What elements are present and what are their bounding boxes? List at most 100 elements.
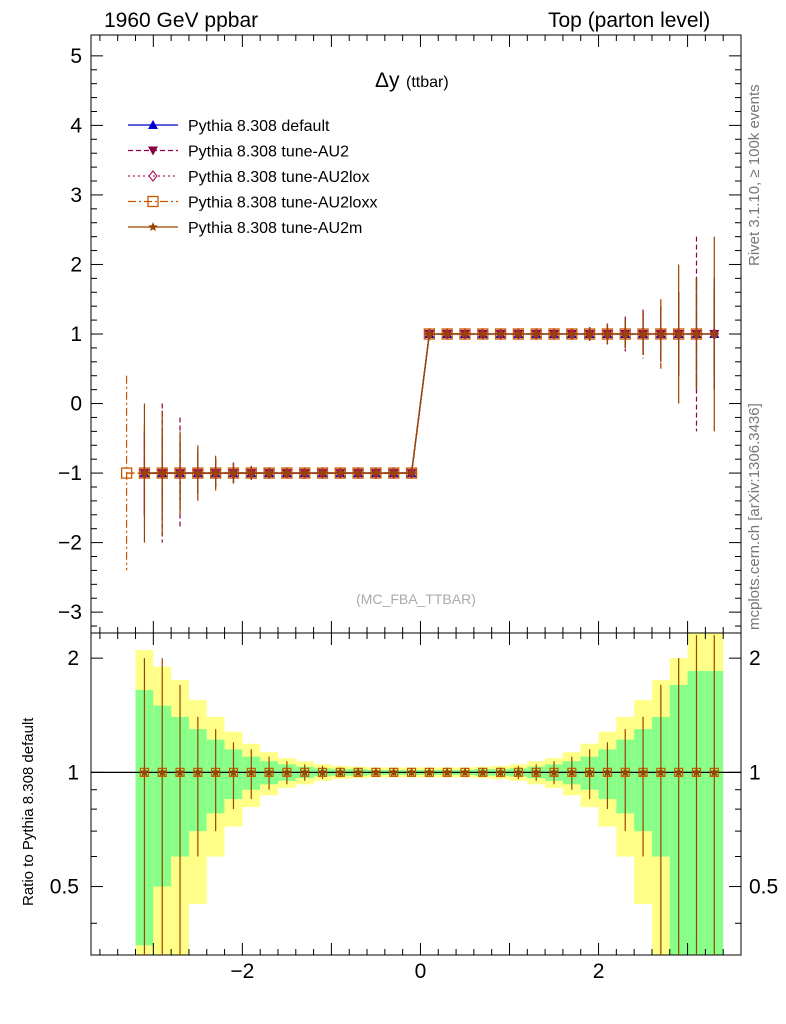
data-point <box>567 329 577 338</box>
header-energy: 1960 GeV ppbar <box>104 9 259 32</box>
data-point <box>656 329 666 338</box>
ratio-point-star <box>264 767 274 777</box>
legend-marker <box>147 195 159 208</box>
series-line <box>144 333 715 474</box>
main-y-tick-label: 3 <box>70 184 82 207</box>
ratio-point-star <box>602 767 613 777</box>
ratio-points <box>139 635 719 955</box>
data-point <box>673 329 684 338</box>
legend-marker <box>148 120 158 129</box>
series-line <box>126 333 697 474</box>
data-point <box>175 468 185 478</box>
ratio-y-tick-label-right: 2 <box>749 647 761 670</box>
series-line <box>144 333 715 474</box>
data-point <box>193 468 203 478</box>
main-y-tick-label: −2 <box>58 532 82 555</box>
data-point <box>460 329 470 338</box>
data-point <box>620 329 630 338</box>
chart-title-sub: (ttbar) <box>406 74 449 91</box>
header-observable: Top (parton level) <box>548 9 711 32</box>
data-point <box>709 329 719 338</box>
ratio-point-star <box>656 767 666 777</box>
ratio-point-star <box>406 767 417 777</box>
data-point <box>389 468 399 478</box>
ratio-point-star <box>157 767 167 777</box>
main-y-tick-label: 4 <box>70 114 82 137</box>
legend-marker <box>148 222 158 231</box>
ratio-plot-frame <box>90 632 742 956</box>
ratio-y-axis-label: Ratio to Pythia 8.308 default <box>20 717 37 906</box>
ratio-point-star <box>673 767 684 777</box>
main-y-tick-label: 1 <box>70 323 82 346</box>
legend-label: Pythia 8.308 default <box>188 118 330 135</box>
ratio-point-star <box>691 767 702 777</box>
rivet-label: Rivet 3.1.10, ≥ 100k events <box>746 84 763 266</box>
series-line <box>144 333 715 474</box>
ratio-point-star <box>335 767 346 777</box>
legend: Pythia 8.308 default Pythia 8.308 tune-AU… <box>128 118 377 237</box>
ratio-point-star <box>210 767 221 777</box>
ratio-point-star <box>228 767 239 777</box>
ratio-point-star <box>317 767 328 777</box>
ratio-point-star <box>389 767 399 777</box>
ratio-point-star <box>709 767 719 777</box>
ratio-point-star <box>424 767 435 777</box>
data-point <box>264 468 274 478</box>
data-point <box>495 329 506 338</box>
data-point <box>584 329 595 338</box>
ratio-uncertainty-bands <box>135 633 724 955</box>
ratio-point-star <box>175 767 185 777</box>
ratio-point-star <box>139 767 150 777</box>
series-4 <box>139 236 719 543</box>
ratio-point-star <box>371 767 381 777</box>
series-2 <box>139 278 720 515</box>
x-tick-label: 2 <box>593 960 605 983</box>
mcplots-label: mcplots.cern.ch [arXiv:1306.3436] <box>746 403 763 630</box>
main-y-tick-label: −3 <box>58 601 82 624</box>
ratio-point-star <box>495 767 506 777</box>
ratio-point-star <box>299 767 310 777</box>
ratio-y-tick-label: 1 <box>67 761 79 784</box>
ratio-point-star <box>246 767 256 777</box>
ratio-point-star <box>442 767 452 777</box>
data-point <box>282 468 292 478</box>
data-point <box>478 329 488 338</box>
main-y-tick-label: 0 <box>70 393 82 416</box>
series-3 <box>120 278 703 571</box>
data-point <box>513 329 524 338</box>
data-point <box>442 329 452 338</box>
ratio-point-star <box>620 767 630 777</box>
ratio-point-star <box>531 767 541 777</box>
data-point <box>228 468 239 478</box>
data-point <box>691 329 702 338</box>
ratio-point-star <box>478 767 488 777</box>
main-y-tick-label: −1 <box>58 462 82 485</box>
ratio-point-star <box>549 767 559 777</box>
data-point <box>353 468 363 478</box>
data-point <box>406 468 417 478</box>
data-point <box>139 468 150 478</box>
data-point <box>638 329 648 338</box>
ratio-point-star <box>638 767 648 777</box>
data-point <box>549 329 559 338</box>
data-point <box>317 468 328 478</box>
ratio-y-tick-label-right: 0.5 <box>749 876 778 899</box>
series-line <box>144 333 715 474</box>
data-point <box>531 329 541 338</box>
legend-label: Pythia 8.308 tune-AU2 <box>188 144 349 161</box>
ratio-point-star <box>193 767 203 777</box>
data-point <box>157 468 167 478</box>
legend-label: Pythia 8.308 tune-AU2m <box>188 220 362 237</box>
series-1 <box>139 236 720 543</box>
data-point <box>299 468 310 478</box>
main-y-tick-label: 5 <box>70 45 82 68</box>
main-y-tick-label: 2 <box>70 253 82 276</box>
data-point <box>246 468 256 478</box>
data-point <box>335 468 346 478</box>
x-tick-label: −2 <box>230 960 254 983</box>
series-0 <box>139 278 720 515</box>
ratio-point-star <box>282 767 292 777</box>
chart-title: Δy <box>375 69 400 92</box>
legend-marker <box>148 146 158 156</box>
